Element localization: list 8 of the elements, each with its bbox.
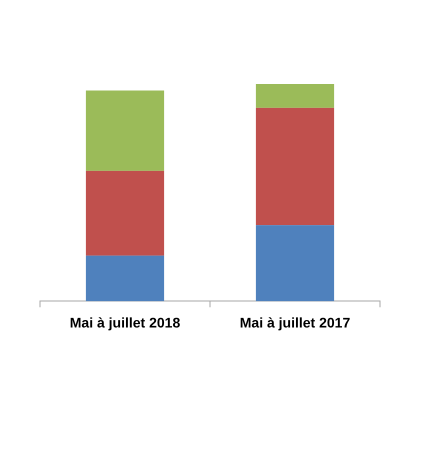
bar bbox=[256, 108, 334, 226]
bar bbox=[86, 90, 164, 171]
bar bbox=[256, 225, 334, 302]
bar bbox=[86, 256, 164, 302]
x-tick-label: Mai à juillet 2017 bbox=[240, 314, 350, 330]
bar bbox=[256, 84, 334, 108]
x-tick-label: Mai à juillet 2018 bbox=[70, 314, 180, 330]
bar bbox=[86, 170, 164, 256]
